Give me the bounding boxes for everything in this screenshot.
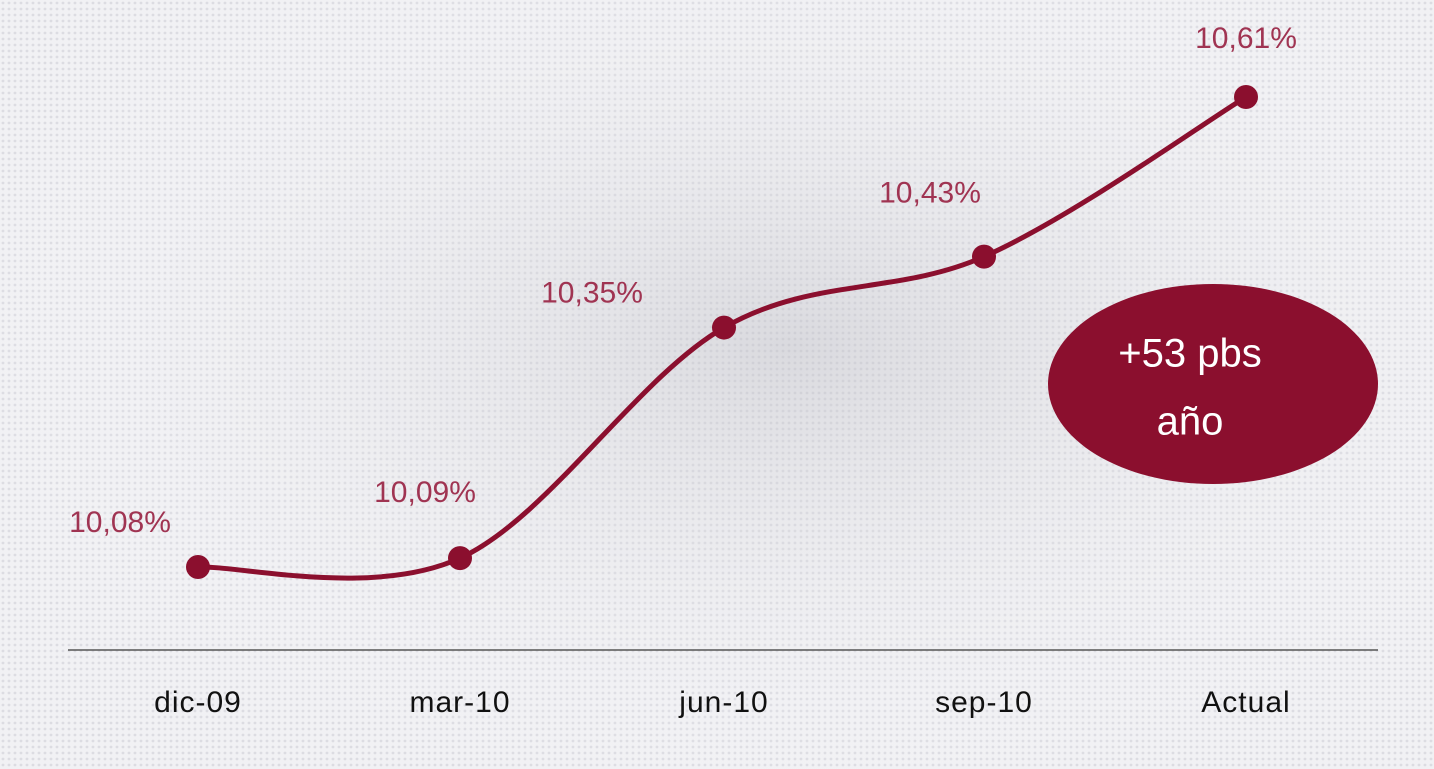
annotation-bubble	[1048, 284, 1378, 484]
annotation-text: +53 pbs	[1118, 332, 1261, 376]
value-label: 10,61%	[1195, 22, 1297, 55]
point	[448, 546, 472, 571]
x-tick-label: dic-09	[154, 686, 242, 719]
point	[1234, 85, 1258, 109]
value-label: 10,43%	[879, 177, 981, 210]
value-label: 10,08%	[69, 506, 171, 539]
point	[972, 244, 996, 269]
point	[186, 555, 210, 579]
point	[712, 315, 736, 340]
x-tick-label: jun-10	[678, 686, 768, 719]
x-tick-label: Actual	[1201, 686, 1290, 719]
value-label: 10,35%	[541, 276, 643, 309]
annotation-text: año	[1157, 400, 1224, 444]
value-label: 10,09%	[374, 476, 476, 509]
x-tick-label: mar-10	[409, 686, 510, 719]
x-tick-label: sep-10	[935, 686, 1033, 719]
